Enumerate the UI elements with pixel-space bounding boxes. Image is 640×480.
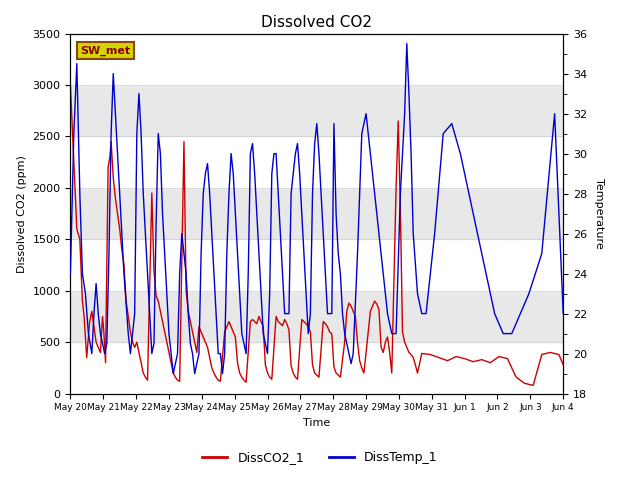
DissCO2_1 — [399, 329, 406, 335]
Legend: DissCO2_1, DissTemp_1: DissCO2_1, DissTemp_1 — [197, 446, 443, 469]
DissTemp_1 — [165, 331, 173, 336]
DissCO2_1 — [371, 298, 378, 304]
DissCO2_1 — [559, 362, 567, 368]
Bar — [70, 188, 563, 240]
Bar — [70, 34, 563, 85]
DissTemp_1 — [67, 271, 74, 276]
Bar — [70, 240, 563, 291]
Line: DissCO2_1: DissCO2_1 — [70, 85, 563, 385]
Bar — [70, 136, 563, 188]
DissCO2_1 — [529, 383, 537, 388]
Y-axis label: Temperature: Temperature — [594, 178, 604, 249]
Y-axis label: Dissolved CO2 (ppm): Dissolved CO2 (ppm) — [17, 155, 27, 273]
DissCO2_1 — [377, 345, 385, 350]
DissTemp_1 — [206, 191, 214, 196]
Bar — [70, 240, 563, 291]
DissTemp_1 — [90, 311, 98, 316]
DissCO2_1 — [167, 360, 175, 366]
DissCO2_1 — [67, 82, 74, 88]
Line: DissTemp_1: DissTemp_1 — [70, 44, 563, 373]
Bar — [70, 34, 563, 85]
Bar — [70, 342, 563, 394]
Bar — [70, 136, 563, 188]
DissCO2_1 — [214, 377, 222, 383]
DissTemp_1 — [170, 371, 177, 376]
DissTemp_1 — [371, 191, 378, 196]
DissTemp_1 — [403, 41, 411, 47]
DissCO2_1 — [495, 354, 503, 360]
Title: Dissolved CO2: Dissolved CO2 — [261, 15, 372, 30]
Bar — [70, 85, 563, 136]
Bar — [70, 342, 563, 394]
DissTemp_1 — [81, 291, 89, 297]
DissTemp_1 — [278, 271, 286, 276]
X-axis label: Time: Time — [303, 418, 330, 428]
Text: SW_met: SW_met — [80, 46, 131, 56]
Bar — [70, 291, 563, 342]
DissTemp_1 — [559, 311, 567, 316]
